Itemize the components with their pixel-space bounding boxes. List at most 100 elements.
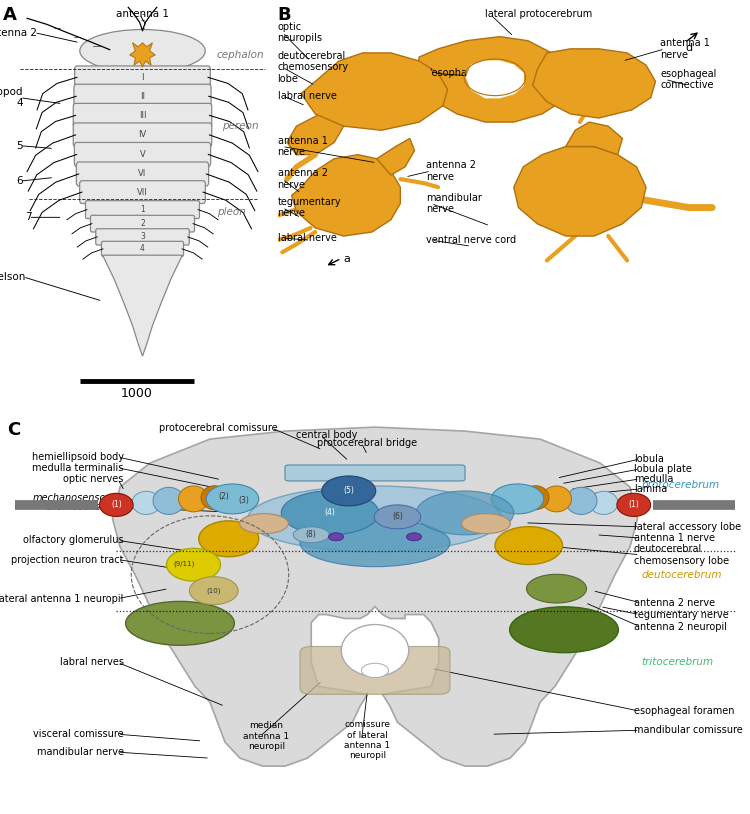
Ellipse shape	[590, 492, 618, 514]
FancyBboxPatch shape	[300, 646, 450, 694]
Text: 5: 5	[16, 141, 22, 151]
Polygon shape	[415, 37, 571, 122]
Text: 1000: 1000	[121, 387, 153, 400]
Text: projection neuron tract: projection neuron tract	[11, 554, 124, 565]
Ellipse shape	[341, 624, 409, 676]
Text: antenna 2
nerve: antenna 2 nerve	[278, 168, 328, 190]
Text: (1): (1)	[111, 501, 122, 510]
Polygon shape	[466, 61, 524, 98]
FancyBboxPatch shape	[74, 85, 211, 108]
Ellipse shape	[616, 493, 650, 516]
Text: pereopod
4: pereopod 4	[0, 87, 22, 108]
Ellipse shape	[132, 492, 160, 514]
Text: antenna 2 neuropil: antenna 2 neuropil	[634, 622, 727, 632]
Circle shape	[362, 663, 388, 677]
Text: optic
neuropils: optic neuropils	[278, 22, 322, 43]
FancyBboxPatch shape	[96, 229, 189, 245]
Text: (3): (3)	[238, 497, 249, 505]
Polygon shape	[103, 256, 182, 357]
Text: deutocerebral
chemosensory
lobe: deutocerebral chemosensory lobe	[278, 50, 349, 84]
Text: ventral nerve cord: ventral nerve cord	[426, 235, 517, 245]
Text: pleon: pleon	[217, 207, 245, 217]
Ellipse shape	[199, 521, 259, 557]
Ellipse shape	[522, 486, 549, 510]
Text: olfactory glomerulus: olfactory glomerulus	[23, 536, 124, 545]
FancyBboxPatch shape	[74, 103, 211, 128]
Ellipse shape	[201, 486, 228, 510]
Text: 'esophagus': 'esophagus'	[429, 68, 487, 78]
Text: central body: central body	[296, 430, 357, 440]
Text: deutocerebral
chemosensory lobe: deutocerebral chemosensory lobe	[634, 544, 729, 566]
Circle shape	[328, 533, 344, 540]
Text: protocerebral comissure: protocerebral comissure	[159, 423, 278, 433]
Text: antenna 2 nerve: antenna 2 nerve	[634, 597, 715, 607]
Text: visceral comissure: visceral comissure	[33, 729, 124, 739]
Text: mandibular
nerve: mandibular nerve	[426, 193, 482, 214]
Text: cephalon: cephalon	[217, 50, 264, 60]
Text: esophageal foramen: esophageal foramen	[634, 706, 734, 716]
Text: 2: 2	[140, 219, 145, 228]
Ellipse shape	[240, 514, 288, 534]
Text: C: C	[8, 421, 21, 439]
Text: lobula plate: lobula plate	[634, 464, 692, 474]
Text: (10): (10)	[206, 588, 221, 594]
Text: mandibular nerve: mandibular nerve	[37, 747, 124, 757]
Text: esophageal
connective: esophageal connective	[660, 68, 716, 90]
Polygon shape	[301, 53, 448, 130]
Text: (5): (5)	[344, 487, 354, 496]
Text: tritocerebrum: tritocerebrum	[641, 658, 713, 667]
Text: antenna 1: antenna 1	[116, 9, 169, 20]
Ellipse shape	[206, 484, 259, 514]
Text: afferents: afferents	[180, 497, 224, 507]
Text: B: B	[278, 7, 291, 24]
Text: (2): (2)	[218, 492, 229, 501]
Text: lobula: lobula	[634, 454, 664, 464]
Text: mechanosensory: mechanosensory	[33, 492, 116, 503]
Ellipse shape	[491, 484, 544, 514]
Text: antenna 2
nerve: antenna 2 nerve	[426, 160, 476, 182]
Ellipse shape	[248, 486, 502, 552]
FancyBboxPatch shape	[285, 465, 465, 481]
Polygon shape	[287, 114, 344, 155]
Text: A: A	[3, 7, 16, 24]
Ellipse shape	[153, 488, 184, 514]
Text: lamina: lamina	[634, 484, 667, 494]
Text: VII: VII	[137, 187, 148, 197]
Text: lateral accessory lobe: lateral accessory lobe	[634, 522, 741, 532]
Text: 3: 3	[140, 232, 145, 242]
Text: pleotelson: pleotelson	[0, 272, 26, 282]
Ellipse shape	[510, 606, 618, 653]
Text: (9/11): (9/11)	[173, 560, 194, 567]
Text: VI: VI	[138, 169, 147, 178]
Text: IV: IV	[138, 130, 147, 139]
Text: pereon: pereon	[222, 121, 259, 131]
Text: (4): (4)	[325, 509, 335, 518]
Text: labral nerves: labral nerves	[60, 658, 124, 667]
Text: protocerebral bridge: protocerebral bridge	[317, 438, 418, 448]
Text: lateral antenna 1 neuropil: lateral antenna 1 neuropil	[0, 593, 124, 604]
Ellipse shape	[542, 486, 572, 512]
FancyBboxPatch shape	[75, 66, 210, 89]
Ellipse shape	[526, 575, 586, 603]
Text: protocerebrum: protocerebrum	[641, 480, 719, 490]
Ellipse shape	[495, 527, 562, 565]
Text: labral nerve: labral nerve	[278, 90, 336, 101]
Ellipse shape	[281, 491, 379, 535]
Ellipse shape	[80, 29, 206, 72]
FancyBboxPatch shape	[74, 142, 211, 167]
Polygon shape	[514, 147, 646, 236]
Ellipse shape	[461, 514, 510, 534]
Polygon shape	[112, 427, 638, 766]
Polygon shape	[292, 155, 400, 236]
Text: optic nerves: optic nerves	[63, 474, 124, 484]
Text: antenna 2: antenna 2	[0, 28, 37, 37]
Ellipse shape	[189, 576, 238, 605]
Ellipse shape	[178, 486, 209, 512]
Text: 7: 7	[25, 212, 32, 222]
Text: 4: 4	[140, 244, 145, 253]
Text: (6): (6)	[392, 512, 403, 521]
Circle shape	[406, 533, 422, 540]
Text: medulla terminalis: medulla terminalis	[32, 463, 124, 473]
Ellipse shape	[322, 476, 376, 505]
Text: I: I	[141, 72, 144, 82]
